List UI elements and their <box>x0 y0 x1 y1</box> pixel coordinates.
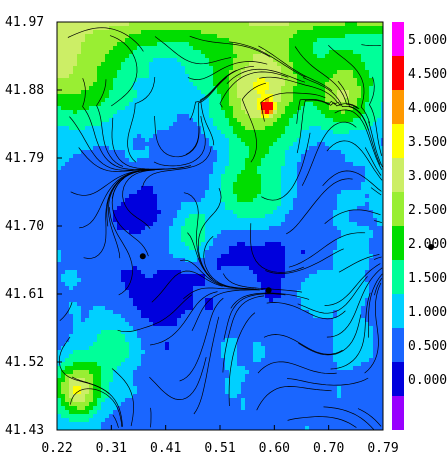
y-tick-label-5: 41.52 <box>5 355 44 370</box>
colorbar-label-3: 1.000 <box>408 305 447 320</box>
x-tick-label-6: 0.79 <box>367 441 398 456</box>
colorbar-swatch-10 <box>392 56 404 90</box>
y-axis: 41.97 41.88 41.79 41.70 41.61 41.52 41.43 <box>5 15 62 438</box>
x-tick-label-0: 0.22 <box>41 441 72 456</box>
colorbar: 0.000 0.500 1.000 1.500 2.000 2.500 3.000 3.500… <box>392 22 447 430</box>
colorbar-swatch-5 <box>392 226 404 260</box>
colorbar-label-5: 2.000 <box>408 237 447 252</box>
x-tick-label-5: 0.70 <box>313 441 344 456</box>
colorbar-label-11: 5.000 <box>408 33 447 48</box>
y-tick-label-1: 41.88 <box>5 83 44 98</box>
x-tick-label-1: 0.31 <box>96 441 127 456</box>
colorbar-label-2: 0.500 <box>408 339 447 354</box>
colorbar-label-1: 0.000 <box>408 373 447 388</box>
colorbar-label-6: 2.500 <box>408 203 447 218</box>
x-tick-label-4: 0.60 <box>259 441 290 456</box>
x-tick-label-3: 0.51 <box>204 441 235 456</box>
y-tick-label-3: 41.70 <box>5 219 44 234</box>
y-tick-label-4: 41.61 <box>5 287 44 302</box>
y-tick-label-6: 41.43 <box>5 423 44 438</box>
colorbar-swatch-11 <box>392 22 404 56</box>
x-tick-label-2: 0.41 <box>150 441 181 456</box>
colorbar-swatch-6 <box>392 192 404 226</box>
colorbar-swatch-7 <box>392 158 404 192</box>
colorbar-swatch-0 <box>392 396 404 430</box>
colorbar-label-8: 3.500 <box>408 135 447 150</box>
colorbar-label-7: 3.000 <box>408 169 447 184</box>
colorbar-swatch-2 <box>392 328 404 362</box>
colorbar-swatch-3 <box>392 294 404 328</box>
station-marker-1 <box>266 287 272 293</box>
station-marker-0 <box>140 253 146 259</box>
colorbar-swatch-1 <box>392 362 404 396</box>
colorbar-label-10: 4.500 <box>408 67 447 82</box>
colorbar-bullet <box>428 244 434 250</box>
colorbar-swatch-9 <box>392 90 404 124</box>
y-tick-label-0: 41.97 <box>5 15 44 30</box>
colorbar-swatch-4 <box>392 260 404 294</box>
colorbar-swatch-8 <box>392 124 404 158</box>
colorbar-label-9: 4.000 <box>408 101 447 116</box>
y-tick-label-2: 41.79 <box>5 151 44 166</box>
colorbar-label-4: 1.500 <box>408 271 447 286</box>
